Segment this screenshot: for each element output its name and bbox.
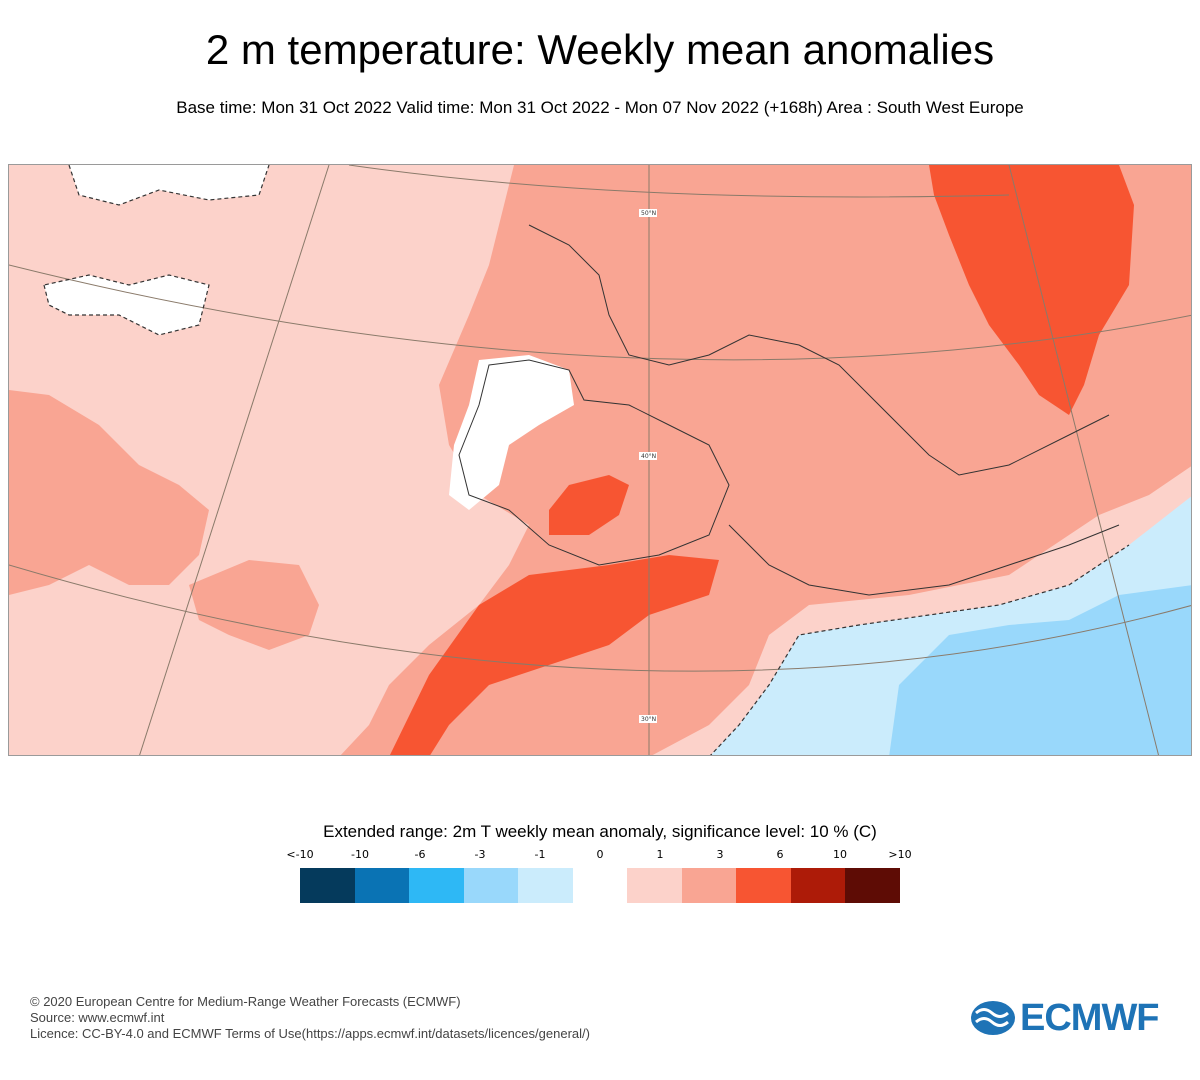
legend-label: -6	[414, 848, 426, 861]
legend-swatch	[354, 868, 410, 903]
legend-swatch	[572, 868, 628, 903]
map-svg: 50°N 40°N 30°N	[9, 165, 1191, 755]
legend-swatch	[790, 868, 846, 903]
anomaly-band-3-6-east	[929, 165, 1134, 415]
footer-source: Source: www.ecmwf.int	[30, 1010, 165, 1025]
footer: © 2020 European Centre for Medium-Range …	[30, 994, 590, 1042]
anomaly-band-1-3-atlantic	[9, 390, 209, 595]
legend-labels: <-10 -10 -6 -3 -1 0 1 3 6 10 >10	[270, 848, 930, 864]
anomaly-band-3-6-morocco	[389, 555, 719, 755]
legend-swatch	[518, 868, 573, 903]
graticule	[9, 165, 1191, 755]
footer-copyright: © 2020 European Centre for Medium-Range …	[30, 994, 461, 1009]
lat-label-30: 30°N	[641, 716, 656, 723]
legend-label: 10	[833, 848, 847, 861]
legend-label: >10	[888, 848, 912, 861]
legend-title: Extended range: 2m T weekly mean anomaly…	[323, 822, 877, 841]
legend-swatch	[681, 868, 737, 903]
legend-label: 3	[716, 848, 724, 861]
legend-label: <-10	[286, 848, 314, 861]
anomaly-band-neg3-1	[889, 585, 1191, 755]
chart-subtitle: Base time: Mon 31 Oct 2022 Valid time: M…	[176, 98, 1024, 117]
anomaly-band-1-3-atlantic-south	[189, 560, 319, 650]
legend-swatch	[627, 868, 682, 903]
legend-swatch	[409, 868, 464, 903]
lat-labels: 50°N 40°N 30°N	[639, 209, 657, 723]
legend-swatch	[736, 868, 791, 903]
ecmwf-logo: ECMWF	[970, 996, 1160, 1039]
chart-title: 2 m temperature: Weekly mean anomalies	[205, 26, 995, 73]
legend-label: -3	[474, 848, 486, 861]
footer-licence: Licence: CC-BY-4.0 and ECMWF Terms of Us…	[30, 1026, 590, 1041]
anomaly-band-neutral-north	[69, 165, 269, 205]
legend-label: -10	[351, 848, 369, 861]
legend-label: -1	[534, 848, 546, 861]
significance-contours	[43, 165, 1130, 755]
legend-colorbar	[300, 868, 901, 903]
lat-label-40: 40°N	[641, 453, 656, 460]
legend-swatch	[463, 868, 519, 903]
ecmwf-logo-text: ECMWF	[1020, 996, 1160, 1039]
legend-swatch	[300, 868, 355, 903]
lat-label-50: 50°N	[641, 210, 656, 217]
legend-label: 0	[596, 848, 604, 861]
anomaly-map: 50°N 40°N 30°N	[8, 164, 1192, 756]
legend-label: 6	[776, 848, 784, 861]
anomaly-band-neutral-west	[44, 275, 209, 335]
legend-swatch	[845, 868, 901, 903]
ecmwf-logo-icon	[971, 1001, 1015, 1035]
coastlines	[458, 224, 1120, 596]
anomaly-band-neutral-iberia	[449, 355, 574, 510]
anomaly-band-3-6-iberia	[549, 475, 629, 535]
legend-label: 1	[656, 848, 664, 861]
